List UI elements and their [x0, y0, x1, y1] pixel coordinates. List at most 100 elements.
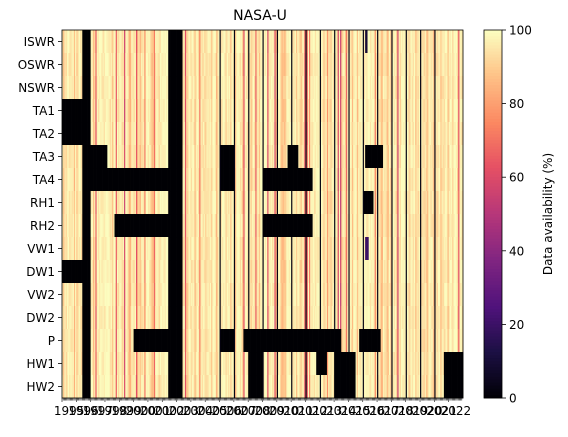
- heatmap-cell: [204, 122, 206, 146]
- heatmap-cell: [232, 99, 235, 123]
- heatmap-cell: [340, 122, 342, 146]
- heatmap-cell: [421, 168, 423, 192]
- heatmap-cell: [225, 237, 228, 261]
- heatmap-cell: [459, 191, 461, 215]
- heatmap-cell: [230, 306, 232, 330]
- heatmap-cell: [318, 329, 321, 353]
- heatmap-cell: [367, 191, 370, 215]
- heatmap-cell: [262, 30, 265, 54]
- heatmap-cell: [172, 53, 175, 77]
- heatmap-cell: [81, 352, 83, 376]
- heatmap-cell: [198, 76, 200, 100]
- heatmap-cell: [268, 237, 271, 261]
- heatmap-cell: [229, 122, 231, 146]
- heatmap-cell: [91, 214, 94, 238]
- heatmap-cell: [384, 99, 386, 123]
- heatmap-cell: [137, 168, 139, 192]
- heatmap-cell: [306, 53, 309, 77]
- heatmap-cell: [427, 306, 429, 330]
- heatmap-cell: [448, 260, 451, 284]
- heatmap-cell: [427, 168, 429, 192]
- heatmap-cell: [213, 283, 216, 307]
- heatmap-cell: [204, 99, 206, 123]
- heatmap-cell: [198, 352, 200, 376]
- heatmap-cell: [262, 168, 265, 192]
- heatmap-cell: [294, 53, 297, 77]
- heatmap-cell: [377, 53, 379, 77]
- heatmap-cell: [329, 122, 331, 146]
- heatmap-cell: [137, 260, 139, 284]
- heatmap-cell: [394, 99, 397, 123]
- heatmap-cell: [283, 306, 286, 330]
- heatmap-cell: [279, 306, 281, 330]
- heatmap-cell: [381, 76, 384, 100]
- heatmap-cell: [412, 191, 415, 215]
- heatmap-cell: [405, 329, 408, 353]
- heatmap-cell: [405, 352, 408, 376]
- heatmap-cell: [387, 30, 390, 54]
- heatmap-cell: [330, 191, 333, 215]
- heatmap-cell: [155, 145, 157, 169]
- heatmap-cell: [164, 122, 167, 146]
- heatmap-cell: [441, 145, 444, 169]
- heatmap-cell: [374, 30, 377, 54]
- heatmap-cell: [362, 352, 365, 376]
- heatmap-cell: [298, 53, 300, 77]
- heatmap-cell: [202, 76, 205, 100]
- heatmap-cell: [274, 352, 276, 376]
- heatmap-cell: [292, 99, 294, 123]
- heatmap-cell: [84, 122, 87, 146]
- heatmap-cell: [71, 122, 74, 146]
- heatmap-cell: [287, 352, 290, 376]
- heatmap-cell: [89, 237, 91, 261]
- heatmap-cell: [434, 53, 436, 77]
- heatmap-cell: [312, 237, 315, 261]
- heatmap-cell: [226, 53, 229, 77]
- heatmap-cell: [352, 306, 354, 330]
- heatmap-cell: [457, 260, 459, 284]
- heatmap-cell: [102, 306, 105, 330]
- heatmap-cell: [192, 260, 194, 284]
- heatmap-cell: [441, 168, 444, 192]
- heatmap-cell: [194, 53, 197, 77]
- heatmap-cell: [66, 53, 69, 77]
- heatmap-cell: [146, 99, 149, 123]
- heatmap-cell: [87, 306, 89, 330]
- heatmap-cell: [168, 145, 170, 169]
- heatmap-cell: [424, 53, 427, 77]
- heatmap-cell: [405, 260, 408, 284]
- heatmap-cell: [268, 329, 271, 353]
- heatmap-cell: [114, 283, 117, 307]
- heatmap-cell: [180, 168, 182, 192]
- heatmap-cell: [293, 53, 296, 77]
- heatmap-cell: [244, 76, 247, 100]
- heatmap-cell: [409, 99, 411, 123]
- heatmap-cell: [85, 214, 88, 238]
- heatmap-cell: [396, 30, 398, 54]
- heatmap-cell: [205, 191, 207, 215]
- heatmap-cell: [77, 329, 80, 353]
- heatmap-cell: [399, 283, 402, 307]
- heatmap-cell: [119, 306, 121, 330]
- heatmap-cell: [220, 168, 223, 192]
- heatmap-cell: [334, 283, 336, 307]
- heatmap-cell: [405, 237, 408, 261]
- heatmap-cell: [402, 283, 404, 307]
- heatmap-cell: [303, 122, 305, 146]
- heatmap-cell: [76, 53, 78, 77]
- heatmap-cell: [324, 99, 327, 123]
- heatmap-cell: [423, 306, 426, 330]
- heatmap-cell: [460, 145, 463, 169]
- heatmap-cell: [102, 283, 105, 307]
- heatmap-cell: [452, 283, 454, 307]
- heatmap-cell: [455, 76, 458, 100]
- heatmap-cell: [279, 99, 281, 123]
- heatmap-cell: [405, 122, 408, 146]
- heatmap-cell: [251, 76, 254, 100]
- heatmap-cell: [460, 76, 463, 100]
- heatmap-cell: [278, 168, 280, 192]
- heatmap-cell: [186, 168, 188, 192]
- heatmap-cell: [151, 30, 154, 54]
- heatmap-cell: [167, 306, 169, 330]
- heatmap-cell: [441, 214, 444, 238]
